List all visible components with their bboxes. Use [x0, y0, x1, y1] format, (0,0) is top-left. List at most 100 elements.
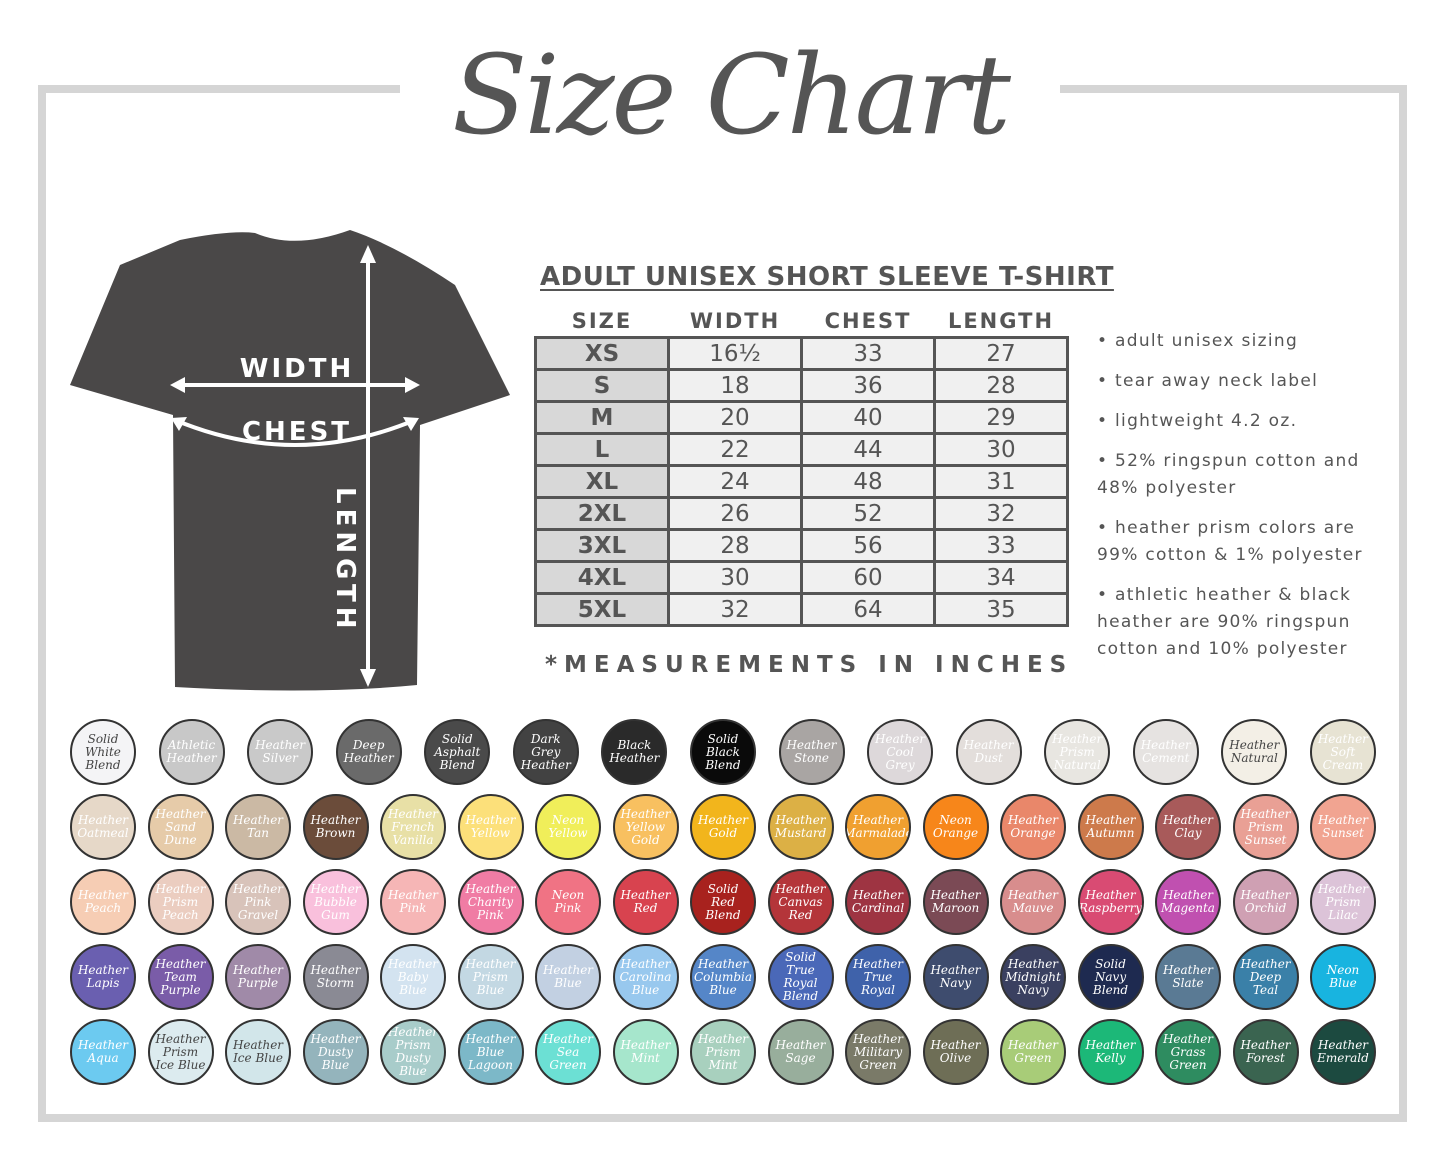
measurement-cell: 28 — [933, 368, 1069, 403]
swatch-row: Heather Peach Heather Prism Peach Heather … — [70, 869, 1376, 935]
color-swatch: Heather Marmalade — [845, 794, 911, 860]
color-swatch: Heather Sea Green — [535, 1019, 601, 1085]
measurement-cell: 36 — [800, 368, 936, 403]
color-swatch: Solid White Blend — [70, 719, 136, 785]
color-swatch: Heather Raspberry — [1077, 869, 1144, 935]
color-swatch: Heather Natural — [1221, 719, 1288, 785]
measurement-cell: 52 — [800, 496, 936, 531]
table-row: M 20 40 29 — [534, 400, 1069, 435]
table-row: XL 24 48 31 — [534, 464, 1069, 499]
color-swatch: Heather Maroon — [922, 869, 989, 935]
column-header: WIDTH — [689, 309, 781, 333]
color-swatch: Heather Mauve — [1000, 869, 1066, 935]
width-label: WIDTH — [240, 354, 354, 384]
color-swatch: Neon Blue — [1310, 944, 1376, 1010]
color-swatch: Heather Prism Peach — [147, 869, 214, 935]
table-row: S 18 36 28 — [534, 368, 1069, 403]
measurement-cell: 32 — [667, 592, 803, 627]
size-cell: M — [534, 400, 670, 435]
color-swatch: Heather Prism Mint — [690, 1019, 756, 1085]
measurement-cell: 56 — [800, 528, 936, 563]
measurement-cell: 28 — [667, 528, 803, 563]
color-swatch: Heather Lapis — [70, 944, 136, 1010]
color-swatch: Dark Grey Heather — [512, 719, 579, 785]
color-swatch: Solid True Royal Blend — [767, 944, 834, 1010]
color-swatch: Neon Orange — [922, 794, 989, 860]
measurement-cell: 33 — [933, 528, 1069, 563]
measurement-cell: 33 — [800, 336, 936, 371]
color-swatch: Heather Brown — [302, 794, 369, 860]
color-swatch: Heather Bubble Gum — [302, 869, 369, 935]
frame-gap — [400, 80, 1060, 100]
table-row: 3XL 28 56 33 — [534, 528, 1069, 563]
table-row: 2XL 26 52 32 — [534, 496, 1069, 531]
color-swatch: Heather Oatmeal — [70, 794, 136, 860]
tshirt-diagram: WIDTH CHEST LENGTH — [70, 230, 510, 691]
color-swatch: Heather Sand Dune — [147, 794, 214, 860]
color-swatch: Heather Peach — [70, 869, 136, 935]
color-swatch: Heather Aqua — [70, 1019, 136, 1085]
color-swatch: Neon Yellow — [535, 794, 601, 860]
color-swatch: Heather Cardinal — [845, 869, 911, 935]
color-swatch: Heather Canvas Red — [767, 869, 834, 935]
measurement-cell: 29 — [933, 400, 1069, 435]
feature-item: • tear away neck label — [1097, 371, 1319, 391]
color-swatch: Heather Green — [1000, 1019, 1066, 1085]
length-label: LENGTH — [330, 487, 360, 633]
size-cell: 4XL — [534, 560, 670, 595]
color-swatch: Heather Stone — [778, 719, 845, 785]
chest-label: CHEST — [242, 417, 352, 447]
color-swatch: Heather Red — [612, 869, 679, 935]
measurement-cell: 18 — [667, 368, 803, 403]
feature-item: • heather prism colors are 99% cotton & … — [1097, 518, 1363, 565]
color-swatch: Heather French Vanilla — [380, 794, 446, 860]
table-row: 4XL 30 60 34 — [534, 560, 1069, 595]
color-swatch: Solid Navy Blend — [1077, 944, 1144, 1010]
measurement-cell: 27 — [933, 336, 1069, 371]
color-swatch: Heather Slate — [1155, 944, 1221, 1010]
size-cell: 2XL — [534, 496, 670, 531]
tshirt-shape — [70, 230, 510, 691]
color-swatch: Heather Dusty Blue — [302, 1019, 369, 1085]
color-swatch: Heather Yellow — [457, 794, 524, 860]
measurement-cell: 60 — [800, 560, 936, 595]
feature-list: • adult unisex sizing • tear away neck la… — [1097, 328, 1387, 676]
color-swatch: Heather Forest — [1232, 1019, 1299, 1085]
measurement-cell: 31 — [933, 464, 1069, 499]
size-cell: S — [534, 368, 670, 403]
color-swatch: Heather Team Purple — [147, 944, 214, 1010]
measurement-cell: 64 — [800, 592, 936, 627]
color-swatch: Heather Deep Teal — [1232, 944, 1299, 1010]
color-swatch: Heather Prism Natural — [1044, 719, 1111, 785]
measurement-cell: 32 — [933, 496, 1069, 531]
color-swatch: Heather Dust — [955, 719, 1022, 785]
measurement-note: *MEASUREMENTS IN INCHES — [545, 652, 1074, 678]
color-swatch: Heather Mustard — [767, 794, 834, 860]
color-swatch: Heather Blue Lagoon — [457, 1019, 524, 1085]
measurement-cell: 48 — [800, 464, 936, 499]
color-swatch: Heather Storm — [302, 944, 369, 1010]
measurement-cell: 16½ — [667, 336, 803, 371]
color-swatch: Heather Silver — [247, 719, 314, 785]
color-swatch: Heather Emerald — [1310, 1019, 1376, 1085]
table-row: L 22 44 30 — [534, 432, 1069, 467]
color-swatch: Heather Baby Blue — [380, 944, 446, 1010]
color-swatch: Heather Pink — [380, 869, 446, 935]
color-swatch: Heather Prism Lilac — [1310, 869, 1376, 935]
table-title: ADULT UNISEX SHORT SLEEVE T-SHIRT — [540, 262, 1114, 292]
color-swatch: Heather Carolina Blue — [612, 944, 679, 1010]
color-swatch: Heather Sunset — [1310, 794, 1376, 860]
color-swatch: Heather Charity Pink — [457, 869, 524, 935]
color-swatch: Heather Midnight Navy — [1000, 944, 1066, 1010]
measurement-cell: 26 — [667, 496, 803, 531]
color-swatch: Solid Asphalt Blend — [424, 719, 491, 785]
feature-item: • adult unisex sizing — [1097, 331, 1299, 351]
size-cell: XL — [534, 464, 670, 499]
color-swatch: Heather Ice Blue — [225, 1019, 291, 1085]
table-row: XS 16½ 33 27 — [534, 336, 1069, 371]
size-table: SIZE WIDTH CHEST LENGTH XS 16½ 33 27 S 18 36 28 M 20… — [534, 306, 1069, 627]
color-swatches: Solid White Blend Athletic Heather Heather… — [70, 719, 1376, 1094]
color-swatch: Heather Gold — [690, 794, 756, 860]
color-swatch: Heather Cool Grey — [867, 719, 934, 785]
color-swatch: Neon Pink — [535, 869, 601, 935]
